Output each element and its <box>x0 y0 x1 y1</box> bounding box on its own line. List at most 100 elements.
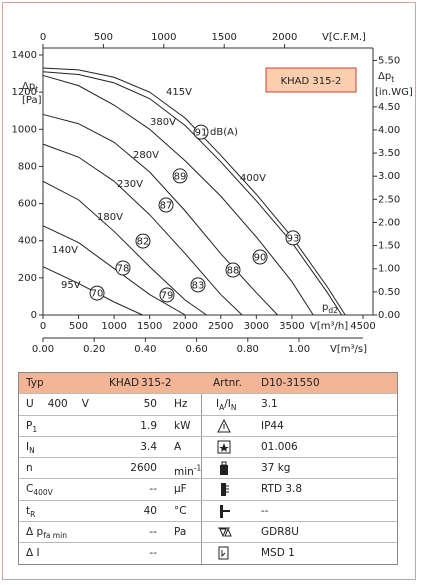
y-tick-label: 1200 <box>12 87 37 98</box>
db-label: 79 <box>161 290 174 301</box>
db-marker <box>190 277 206 293</box>
header-cell: Typ <box>26 373 44 393</box>
icon <box>220 504 230 518</box>
label-text-base: P <box>26 419 33 432</box>
label-text: Δ I <box>26 547 40 560</box>
db-label: 82 <box>137 237 150 248</box>
y2-tick-label: 4.50 <box>378 102 400 113</box>
value-text: 1.9 <box>140 419 157 432</box>
right-value-text: IP44 <box>261 419 284 432</box>
x-top-tick-label: 1000 <box>151 32 176 43</box>
row-label: Δ pfa min <box>26 522 67 546</box>
header-cell: D10-31550 <box>261 373 320 393</box>
row-label: P1 <box>26 416 37 440</box>
row-label: Δ I <box>26 543 40 563</box>
y2-tick-label: 2.00 <box>378 217 400 228</box>
column-divider <box>201 522 202 543</box>
x2-axis-label: V[m³/s] <box>330 344 367 355</box>
column-divider <box>201 479 202 500</box>
label-text-base: t <box>26 504 31 517</box>
row-label: U 400 V <box>26 394 103 414</box>
pd2-label-sub: d2 <box>328 306 338 315</box>
y2-tick-label: 1.00 <box>378 264 400 275</box>
db-marker <box>158 197 174 213</box>
y-axis-label-base: Δp <box>22 81 35 92</box>
fan-curve <box>42 143 243 316</box>
title-box <box>265 67 357 93</box>
y2-axis-unit: [in.WG] <box>375 87 413 98</box>
icon <box>217 440 231 454</box>
header-cell: 315-2 <box>141 373 172 393</box>
row-value: 3.4 <box>140 437 157 457</box>
chart: 0 200 400 600 800 1000 1200 1400 0.00 0.50 1.00 1.5… <box>12 32 413 355</box>
row-unit: kW <box>174 416 190 436</box>
db-marker <box>193 124 209 140</box>
fan-curve <box>42 74 314 316</box>
y-tick-label: 1000 <box>12 124 37 135</box>
db-marker <box>89 285 105 301</box>
column-divider <box>201 458 202 479</box>
db-label: 91 <box>195 128 208 139</box>
label-text-sub: 1 <box>32 424 38 434</box>
db-label: 70 <box>91 289 104 300</box>
header-cell: Artnr. <box>213 373 242 393</box>
db-marker <box>115 260 131 276</box>
row-label: C400V <box>26 479 53 503</box>
label-text: V <box>81 398 89 411</box>
y2-axis-label: Δpt <box>378 71 394 84</box>
unit-text: µF <box>174 483 187 496</box>
y-axis-unit: [Pa] <box>22 95 42 106</box>
x2-tick-label: 0.60 <box>185 344 207 355</box>
header-text: Typ <box>26 377 44 389</box>
row-label: IN <box>26 437 35 461</box>
right-label-text-base: I <box>216 398 220 411</box>
icon <box>218 546 229 560</box>
right-value: GDR8U <box>261 522 299 542</box>
unit-text-sup: -1 <box>193 463 202 473</box>
x-tick-label: 1500 <box>137 321 162 332</box>
label-text-sub: fa min <box>43 531 67 541</box>
x-tick-label: 4500 <box>350 321 375 332</box>
curve-label: 95V <box>61 280 81 291</box>
x-top-tick-label: 500 <box>94 32 113 43</box>
right-value: -- <box>261 501 269 521</box>
spec-table: Typ KHAD 315-2 Artnr. D10-31550 U 400 V 50 Hz IA/I… <box>18 372 398 565</box>
row-unit: °C <box>174 501 187 521</box>
value-text: -- <box>149 547 157 560</box>
row-label: n <box>26 458 33 478</box>
right-value: 01.006 <box>261 437 298 457</box>
y2-tick-label: 0.00 <box>378 310 400 321</box>
label-text: Δ pfa min <box>26 526 67 541</box>
db-marker <box>135 233 151 249</box>
unit-text-base: min <box>174 465 194 478</box>
column-divider <box>201 394 202 415</box>
x-top-tick-label: 2000 <box>272 32 297 43</box>
label-text: P1 <box>26 419 38 434</box>
x2-tick-label: 0.00 <box>32 344 54 355</box>
row-value: 2600 <box>130 458 157 478</box>
x-top-tick-label: 0 <box>40 32 46 43</box>
db-label: 87 <box>160 201 173 212</box>
value-text: -- <box>149 526 157 539</box>
right-value: MSD 1 <box>261 543 295 563</box>
y2-tick-label: 1.50 <box>378 241 400 252</box>
value-text: 2600 <box>130 462 157 475</box>
value-text: -- <box>149 483 157 496</box>
y2-axis-label-sub: t <box>391 75 394 84</box>
db-label: 93 <box>287 233 300 244</box>
row-unit: Hz <box>174 394 187 414</box>
label-text-sub: R <box>30 509 36 519</box>
label-text: 400 <box>47 398 68 411</box>
label-text-base: I <box>26 440 30 453</box>
row-value: -- <box>149 479 157 499</box>
right-label-text-base: I <box>227 398 231 411</box>
y-axis-label-sub: t <box>35 85 38 94</box>
column-divider <box>201 436 202 458</box>
icon <box>220 461 228 476</box>
db-label: 83 <box>192 280 205 291</box>
label-text: C400V <box>26 483 53 498</box>
label-text-sub: 400V <box>33 488 53 498</box>
y2-axis-label-base: Δp <box>378 71 391 82</box>
label-text-sub: N <box>29 445 35 455</box>
